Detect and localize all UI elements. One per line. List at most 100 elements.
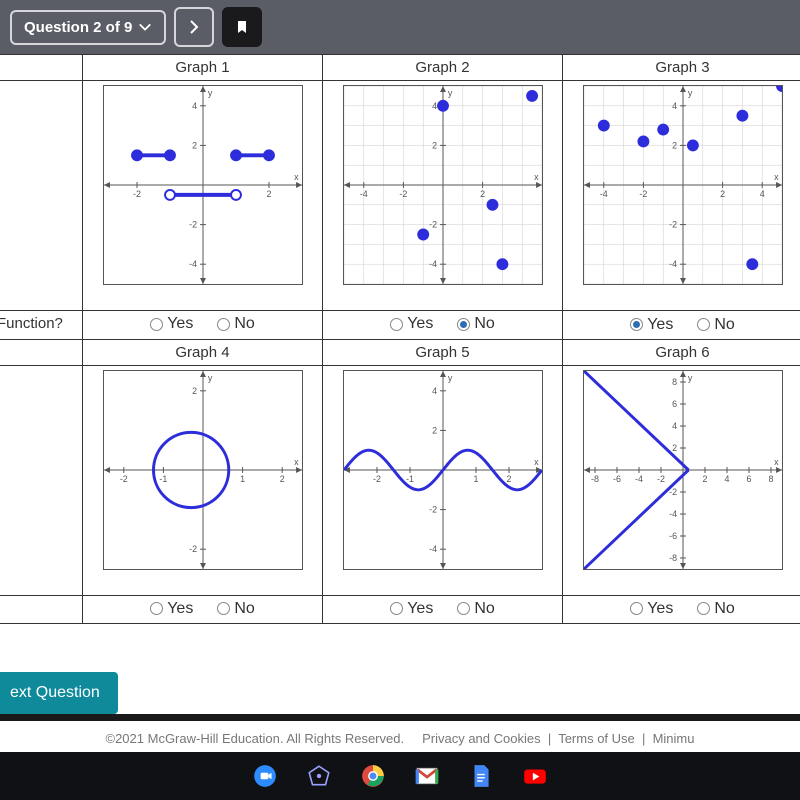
graph-title: Graph 3 [563,55,800,81]
footer-link[interactable]: Minimu [653,731,695,746]
svg-text:2: 2 [720,189,725,199]
svg-text:-2: -2 [189,544,197,554]
answer-cell: Yes No [563,595,800,624]
no-option[interactable]: No [697,316,734,334]
geometry-icon[interactable] [306,763,332,789]
svg-text:4: 4 [672,101,677,111]
question-indicator[interactable]: Question 2 of 9 [10,10,166,45]
svg-text:-4: -4 [429,544,437,554]
question-label: Question 2 of 9 [24,19,132,36]
svg-text:4: 4 [192,101,197,111]
no-option[interactable]: No [217,315,254,333]
no-option[interactable]: No [457,600,494,618]
yes-option[interactable]: Yes [630,600,673,618]
bookmark-button[interactable] [222,7,262,47]
svg-text:2: 2 [432,140,437,150]
answer-cell: Yes No [83,311,323,340]
no-option[interactable]: No [217,600,254,618]
svg-text:4: 4 [432,385,437,395]
svg-text:x: x [294,457,299,467]
copyright-text: ©2021 McGraw-Hill Education. All Rights … [106,731,405,746]
yes-option[interactable]: Yes [630,316,673,334]
bookmark-icon [234,19,250,35]
svg-text:2: 2 [506,473,511,483]
chrome-icon[interactable] [360,763,386,789]
answer-cell: Yes No [323,311,563,340]
footer-link[interactable]: Privacy and Cookies [422,731,541,746]
zoom-icon[interactable] [252,763,278,789]
svg-text:-4: -4 [669,508,677,518]
svg-text:-8: -8 [591,473,599,483]
yes-option[interactable]: Yes [150,600,193,618]
function-label: Function? [0,311,83,340]
graph-title: Graph 1 [83,55,323,81]
gmail-icon[interactable] [414,763,440,789]
svg-text:-4: -4 [669,259,677,269]
svg-text:1: 1 [240,473,245,483]
svg-text:4: 4 [672,420,677,430]
svg-text:y: y [687,372,692,382]
svg-text:x: x [534,172,539,182]
svg-text:-6: -6 [613,473,621,483]
answer-cell: Yes No [83,595,323,624]
yes-option[interactable]: Yes [390,315,433,333]
footer-link[interactable]: Terms of Use [558,731,635,746]
svg-text:y: y [447,372,452,382]
svg-text:-4: -4 [429,259,437,269]
docs-icon[interactable] [468,763,494,789]
svg-text:-4: -4 [599,189,607,199]
answer-row-2: Yes No Yes No Yes No [0,595,800,624]
yes-option[interactable]: Yes [150,315,193,333]
svg-text:-2: -2 [119,473,127,483]
graph-table: Graph 1 Graph 2 Graph 3 -2 2 -4 -2 2 4 x y -4 -2… [0,54,800,624]
svg-text:x: x [534,457,539,467]
svg-text:2: 2 [480,189,485,199]
answer-cell: Yes No [563,311,800,340]
next-question-button[interactable]: ext Question [0,672,118,714]
svg-text:y: y [207,372,212,382]
svg-text:-2: -2 [429,504,437,514]
yes-option[interactable]: Yes [390,600,433,618]
svg-text:4: 4 [432,101,437,111]
svg-text:y: y [687,88,692,98]
svg-text:-6: -6 [669,530,677,540]
graph-cell-6: -8-6-4-22468-8-6-4-22468xy [563,365,800,595]
chevron-down-icon [138,20,152,34]
no-option[interactable]: No [457,315,494,333]
svg-text:-1: -1 [406,473,414,483]
svg-text:-1: -1 [159,473,167,483]
graph-cell-4: -2-112-22xy [83,365,323,595]
graph-title: Graph 6 [563,339,800,365]
svg-text:2: 2 [672,140,677,150]
svg-text:x: x [774,457,779,467]
next-arrow-button[interactable] [174,7,214,47]
svg-text:-2: -2 [639,189,647,199]
graph-title: Graph 2 [323,55,563,81]
title-row-1: Graph 1 Graph 2 Graph 3 [0,55,800,81]
svg-text:2: 2 [192,385,197,395]
no-option[interactable]: No [697,600,734,618]
youtube-icon[interactable] [522,763,548,789]
graph-cell-5: -2-112-4-224xy [323,365,563,595]
svg-text:4: 4 [724,473,729,483]
os-taskbar [0,752,800,800]
svg-text:2: 2 [432,425,437,435]
svg-text:y: y [447,88,452,98]
svg-text:8: 8 [768,473,773,483]
graph-cell-2: -4-22-4-224xy [323,81,563,311]
page-footer: ©2021 McGraw-Hill Education. All Rights … [0,721,800,752]
svg-text:-8: -8 [669,552,677,562]
svg-text:2: 2 [266,189,271,199]
svg-text:-2: -2 [133,189,141,199]
function-label [0,595,83,624]
svg-text:8: 8 [672,376,677,386]
svg-text:-2: -2 [373,473,381,483]
svg-text:4: 4 [759,189,764,199]
answer-cell: Yes No [323,595,563,624]
chevron-right-icon [186,19,202,35]
svg-text:-4: -4 [359,189,367,199]
svg-text:2: 2 [192,140,197,150]
content-area: Graph 1 Graph 2 Graph 3 -2 2 -4 -2 2 4 x y -4 -2… [0,54,800,714]
svg-text:-2: -2 [399,189,407,199]
graph-row-1: -22-4-224xy -4-22-4-224xy -4-224-4-224xy [0,81,800,311]
